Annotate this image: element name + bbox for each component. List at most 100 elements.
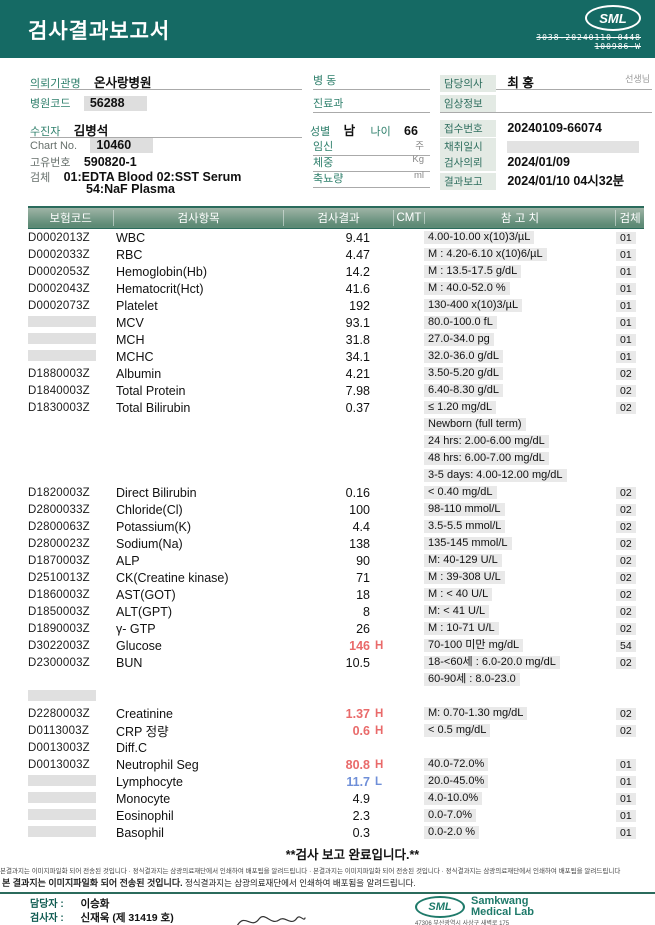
reference-range-value: M : < 40 U/L — [424, 588, 493, 601]
reference-range-cell: < 0.40 mg/dL — [424, 486, 616, 499]
flag-cell: L — [375, 775, 383, 788]
insurance-code-cell: D0013003Z — [28, 758, 90, 771]
table-row: D2280003Z Creatinine 1.37 H M: 0.70-1.30 mg/… — [28, 705, 644, 722]
specimen-code: 02 — [616, 503, 636, 516]
lab-address: 47306 부산광역시 사상구 새벽로 175 고객센터 T.1588-5117… — [415, 921, 518, 925]
insurance-code-cell: D1820003Z — [28, 486, 90, 499]
insurance-code-cell: D0002053Z — [28, 265, 90, 278]
organization-label: 의뢰기관명 — [30, 78, 81, 90]
test-name-cell: MCV — [116, 315, 144, 330]
result-cell: 18 — [356, 587, 370, 602]
signature-icon — [236, 916, 306, 925]
table-row: 24 hrs: 2.00-6.00 mg/dL — [28, 433, 644, 450]
test-name-cell: MCHC — [116, 349, 154, 364]
reference-range-value: 27.0-34.0 pg — [424, 333, 494, 346]
insurance-code-cell: D2800063Z — [28, 520, 90, 533]
ward-label: 병 동 — [313, 75, 337, 87]
reference-range-cell: 130-400 x(10)3/µL — [424, 299, 616, 312]
reference-range-cell: < 0.5 mg/dL — [424, 724, 616, 737]
specimen-code: 02 — [616, 588, 636, 601]
specimen-cell: 02 — [616, 520, 644, 533]
result-cell: 31.8 — [345, 332, 370, 347]
result-cell: 26 — [356, 621, 370, 636]
reference-range-value: 80.0-100.0 fL — [424, 316, 497, 329]
table-row: D2510013Z CK(Creatine kinase) 71 M : 39-308… — [28, 569, 644, 586]
table-row: D2800063Z Potassium(K) 4.4 3.5-5.5 mmol/L 02 — [28, 518, 644, 535]
field-specimen-line2: 54:NaF Plasma — [86, 182, 175, 199]
insurance-code-cell: D2800023Z — [28, 537, 90, 550]
staff-block: 담당자 : 이승화 검사자 : 신재욱 (제 31419 호) 전문의 : 고영… — [30, 897, 184, 925]
technician-role-label: 검사자 : — [30, 912, 64, 924]
reference-range-value: M : 10-71 U/L — [424, 622, 499, 635]
specimen-label: 검체 — [30, 172, 51, 184]
table-row: D1850003Z ALT(GPT) 8 M: < 41 U/L 02 — [28, 603, 644, 620]
specimen-cell: 02 — [616, 537, 644, 550]
specimen-code: 02 — [616, 656, 636, 669]
specimen-code: 02 — [616, 724, 636, 737]
reference-range-cell: 0.0-7.0% — [424, 809, 616, 822]
specimen-cell: 02 — [616, 367, 644, 380]
reference-range-value: 70-100 미만 mg/dL — [424, 639, 524, 652]
field-request-date: 검사의뢰 2024/01/09 — [440, 154, 570, 171]
empty-code-box — [28, 315, 96, 327]
test-name-cell: MCH — [116, 332, 145, 347]
sml-footer-logo-icon: SML — [415, 896, 465, 918]
reference-range-value: M : 40.0-52.0 % — [424, 282, 510, 295]
report-footer: 담당자 : 이승화 검사자 : 신재욱 (제 31419 호) 전문의 : 고영… — [0, 894, 655, 925]
flag-cell: H — [375, 758, 384, 771]
table-row: D0113003Z CRP 정량 0.6 H < 0.5 mg/dL 02 — [28, 722, 644, 739]
reference-range-cell: Newborn (full term) — [424, 418, 616, 431]
test-name-cell: Total Protein — [116, 383, 186, 398]
flag-cell: H — [375, 724, 384, 737]
reference-range-cell: 18-<60세 : 6.0-20.0 mg/dL — [424, 656, 616, 669]
urine-volume-label: 축뇨량 — [313, 173, 344, 185]
sex-label: 성별 — [310, 126, 331, 138]
reference-range-cell: ≤ 1.20 mg/dL — [424, 401, 616, 414]
result-cell: 4.21 — [345, 366, 370, 381]
reference-range-cell: 135-145 mmol/L — [424, 537, 616, 550]
reference-range-cell: 4.0-10.0% — [424, 792, 616, 805]
specimen-code: 02 — [616, 707, 636, 720]
specimen-code: 02 — [616, 401, 636, 414]
field-chart-no: Chart No. 10460 — [30, 138, 154, 155]
doctor-suffix: 선생님 — [625, 74, 650, 84]
reference-range-value: < 0.5 mg/dL — [424, 724, 491, 737]
table-row — [28, 688, 644, 705]
reference-range-value: 4.0-10.0% — [424, 792, 483, 805]
staff-row-manager: 담당자 : 이승화 — [30, 897, 184, 911]
field-doctor: 담당의사 최 홍 선생님 — [440, 72, 652, 92]
sml-logo-text: SML — [599, 10, 627, 26]
table-row: D0002033Z RBC 4.47 M : 4.20-6.10 x(10)6/µL 0… — [28, 246, 644, 263]
doctor-value: 최 홍 — [507, 76, 534, 90]
staff-row-technician: 검사자 : 신재욱 (제 31419 호) — [30, 911, 184, 925]
test-name-cell: Creatinine — [116, 706, 173, 721]
doctor-label: 담당의사 — [440, 75, 496, 92]
flag-cell: H — [375, 707, 384, 720]
test-name-cell: γ- GTP — [116, 621, 156, 636]
specimen-cell: 02 — [616, 401, 644, 414]
table-row: D1840003Z Total Protein 7.98 6.40-8.30 g/dL… — [28, 382, 644, 399]
reference-range-cell: M: 0.70-1.30 mg/dL — [424, 707, 616, 720]
sml-logo-icon: SML — [585, 5, 641, 31]
table-row: Lymphocyte 11.7 L 20.0-45.0% 01 — [28, 773, 644, 790]
specimen-code: 01 — [616, 231, 636, 244]
field-specimen: 검체 01:EDTA Blood 02:SST Serum — [30, 169, 241, 186]
reference-range-cell: M: 40-129 U/L — [424, 554, 616, 567]
test-name-cell: BUN — [116, 655, 143, 670]
specimen-code: 01 — [616, 758, 636, 771]
result-cell: 0.3 — [352, 825, 370, 840]
result-cell: 138 — [349, 536, 370, 551]
reference-range-cell: 24 hrs: 2.00-6.00 mg/dL — [424, 435, 616, 448]
table-body: D0002013Z WBC 9.41 4.00-10.00 x(10)3/µL 01 D0… — [28, 229, 644, 841]
reference-range-cell: M : 39-308 U/L — [424, 571, 616, 584]
specimen-code: 01 — [616, 282, 636, 295]
accession-suffix: 100986-W — [594, 42, 641, 51]
accession-number: 3038-20240110-0448 — [536, 33, 641, 42]
specimen-cell: 01 — [616, 265, 644, 278]
reference-range-cell: M : 4.20-6.10 x(10)6/µL — [424, 248, 616, 261]
reference-range-value: 18-<60세 : 6.0-20.0 mg/dL — [424, 656, 560, 669]
specimen-code: 02 — [616, 384, 636, 397]
insurance-code-cell: D1870003Z — [28, 554, 90, 567]
reference-range-value: 20.0-45.0% — [424, 775, 489, 788]
